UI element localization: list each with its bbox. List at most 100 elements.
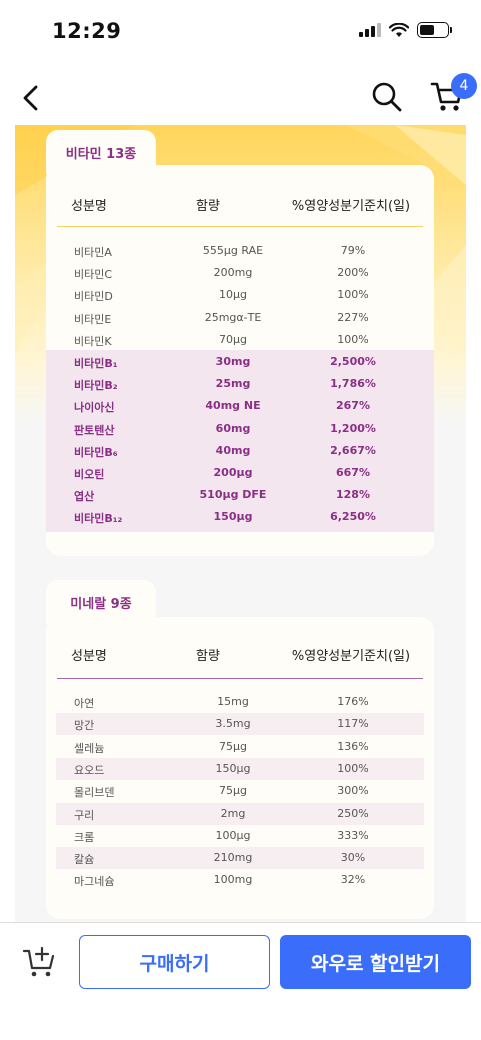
cell-ratio: 117% <box>337 717 369 731</box>
table-row: 구리 2mg 250% <box>56 802 424 825</box>
cell-ratio: 100% <box>337 288 369 302</box>
cell-ratio: 250% <box>337 806 369 820</box>
cell-amount: 100mg <box>213 873 253 887</box>
search-icon[interactable] <box>370 80 404 114</box>
cell-name: 판토텐산 <box>74 423 115 437</box>
header-ratio: %영양성분기준치(일) <box>291 649 411 664</box>
cell-amount: 40mg NE <box>205 399 261 413</box>
minerals-section-tab: 미네랄 9종 <box>46 580 156 624</box>
cell-name: 몰리브덴 <box>74 786 115 800</box>
minerals-table-header: 성분명 함량 %영양성분기준치(일) <box>46 645 434 665</box>
table-row: 비타민B₁ 30mg 2,500% <box>56 351 424 373</box>
table-row: 비타민E 25mgα-TE 227% <box>56 307 424 329</box>
cell-ratio: 32% <box>340 873 366 887</box>
cell-name: 크롬 <box>74 830 95 844</box>
cell-ratio: 200% <box>337 266 369 280</box>
table-row: 비타민A 555μg RAE 79% <box>56 240 424 262</box>
table-row: 나이아신 40mg NE 267% <box>56 395 424 417</box>
table-row: 비타민B₆ 40mg 2,667% <box>56 440 424 462</box>
cell-amount: 150μg <box>213 510 253 524</box>
cell-ratio: 100% <box>337 332 369 346</box>
cell-name: 비타민B₁ <box>74 357 118 370</box>
cell-ratio: 1,200% <box>330 421 376 435</box>
cell-ratio: 300% <box>337 784 369 798</box>
cell-ratio: 227% <box>337 310 369 324</box>
vitamins-table-card: 성분명 함량 %영양성분기준치(일) 비타민A 555μg RAE 79% 비타민C 2… <box>46 165 434 556</box>
cell-name: 비타민B₂ <box>74 379 118 393</box>
cell-amount: 555μg RAE <box>202 244 264 257</box>
cell-amount: 30mg <box>215 355 251 368</box>
cell-amount: 100μg <box>215 828 251 842</box>
table-row: 엽산 510μg DFE 128% <box>56 484 424 506</box>
table-row: 비타민B₂ 25mg 1,786% <box>56 373 424 395</box>
cell-name: 비타민B₆ <box>74 445 118 459</box>
cell-ratio: 100% <box>337 761 369 775</box>
cell-name: 요오드 <box>74 763 105 777</box>
cell-amount: 3.5mg <box>215 717 251 731</box>
cell-name: 비타민K <box>74 334 112 348</box>
vitamins-header-divider <box>57 226 423 227</box>
table-row: 요오드 150μg 100% <box>56 757 424 780</box>
cell-amount: 200mg <box>213 266 253 280</box>
cell-ratio: 1,786% <box>330 377 376 391</box>
table-row: 망간 3.5mg 117% <box>56 713 424 736</box>
cell-amount: 210mg <box>213 851 253 865</box>
table-row: 비타민B₁₂ 150μg 6,250% <box>56 506 424 528</box>
table-row: 비오틴 200μg 667% <box>56 462 424 484</box>
battery-icon <box>417 22 452 38</box>
cell-name: 망간 <box>74 719 95 733</box>
wow-discount-button[interactable]: 와우로 할인받기 <box>280 935 471 989</box>
minerals-tab-label: 미네랄 9종 <box>70 596 132 612</box>
table-row: 비타민C 200mg 200% <box>56 262 424 284</box>
cell-amount: 10μg <box>219 288 247 302</box>
cell-name: 칼슘 <box>74 853 95 867</box>
cell-amount: 70μg <box>219 332 247 346</box>
table-row: 비타민D 10μg 100% <box>56 284 424 306</box>
cell-ratio: 6,250% <box>330 510 376 524</box>
cell-amount: 60mg <box>215 421 251 435</box>
buy-button[interactable]: 구매하기 <box>79 935 270 989</box>
cell-ratio: 30% <box>340 851 366 865</box>
minerals-table-card: 성분명 함량 %영양성분기준치(일) 아연 15mg 176% 망간 3.5mg 117%… <box>46 617 434 919</box>
cell-ratio: 2,667% <box>330 443 376 457</box>
cell-name: 셀레늄 <box>74 741 105 755</box>
back-arrow-icon[interactable] <box>16 82 48 114</box>
add-to-cart-icon[interactable] <box>22 943 58 979</box>
cell-amount: 25mgα-TE <box>204 310 262 324</box>
header-ratio: %영양성분기준치(일) <box>291 199 411 214</box>
cell-ratio: 267% <box>336 399 370 413</box>
cell-name: 비타민A <box>74 246 112 259</box>
cell-name: 마그네슘 <box>74 875 115 889</box>
cell-ratio: 128% <box>336 488 370 502</box>
cell-amount: 75μg <box>219 784 247 798</box>
cell-ratio: 176% <box>337 695 369 708</box>
cell-ratio: 333% <box>337 828 369 842</box>
vitamins-table-header: 성분명 함량 %영양성분기준치(일) <box>46 195 434 215</box>
cell-name: 비오틴 <box>74 468 105 481</box>
cell-amount: 15mg <box>217 695 249 708</box>
cell-name: 비타민D <box>74 290 113 304</box>
vitamins-tab-label: 비타민 13종 <box>65 146 137 162</box>
cell-ratio: 667% <box>336 466 370 479</box>
cell-name: 비타민C <box>74 268 113 282</box>
top-nav-bar <box>0 70 481 126</box>
header-amount: 함량 <box>196 649 220 664</box>
cell-amount: 150μg <box>215 761 251 775</box>
cell-amount: 2mg <box>220 806 246 820</box>
cell-amount: 75μg <box>219 739 247 753</box>
status-icons <box>359 22 452 38</box>
cell-amount: 510μg DFE <box>199 488 267 502</box>
table-row: 크롬 100μg 333% <box>56 825 424 847</box>
cell-name: 비타민B₁₂ <box>74 512 123 526</box>
table-row: 판토텐산 60mg 1,200% <box>56 418 424 440</box>
minerals-header-divider <box>57 678 423 679</box>
cell-name: 구리 <box>74 808 95 822</box>
cell-name: 나이아신 <box>74 401 115 415</box>
table-row: 셀레늄 75μg 136% <box>56 736 424 758</box>
cell-ratio: 79% <box>340 244 366 257</box>
cell-ratio: 2,500% <box>330 355 376 368</box>
table-row: 몰리브덴 75μg 300% <box>56 780 424 802</box>
table-row: 비타민K 70μg 100% <box>56 329 424 351</box>
wifi-icon <box>389 22 409 37</box>
cell-ratio: 136% <box>337 739 369 753</box>
